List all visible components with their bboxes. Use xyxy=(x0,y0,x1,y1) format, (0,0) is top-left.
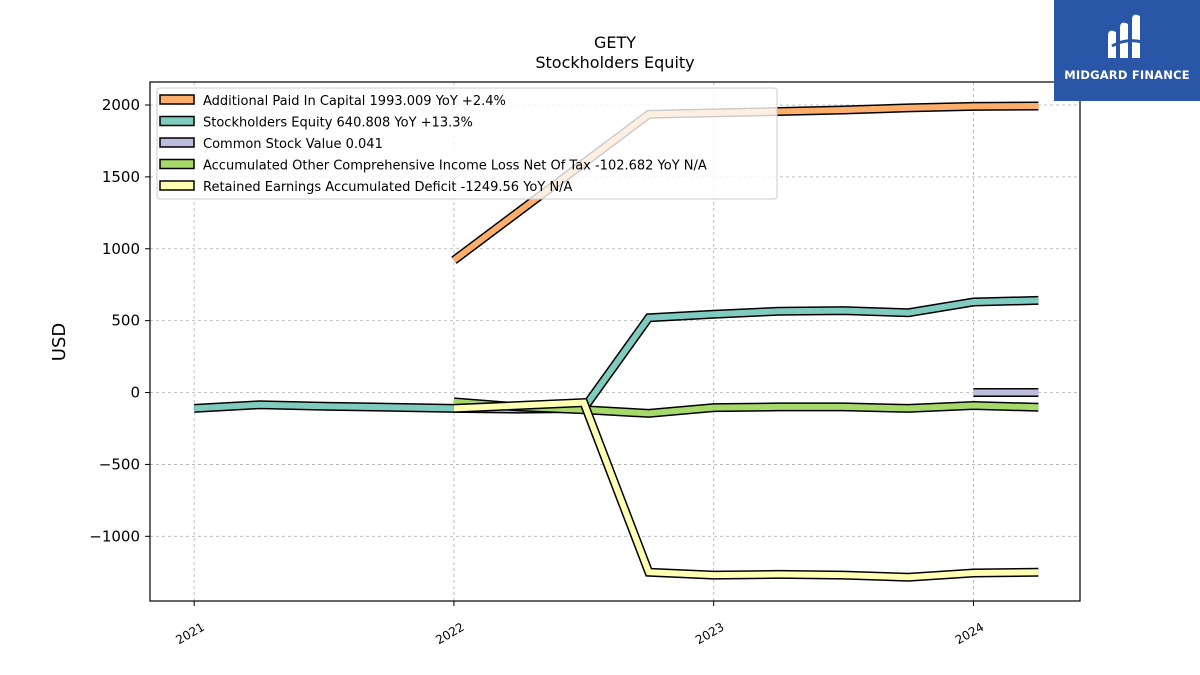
y-axis-ticks: 2000 1500 1000 500 0 −500 −1000 xyxy=(89,96,150,545)
series-line xyxy=(194,297,1039,413)
chart-subtitle: Stockholders Equity xyxy=(535,53,694,72)
legend-entry: Additional Paid In Capital 1993.009 YoY … xyxy=(203,94,506,109)
legend-swatch xyxy=(159,137,195,148)
series-group xyxy=(193,101,1039,582)
y-tick-label: −1000 xyxy=(89,527,140,545)
y-axis-label: USD xyxy=(49,323,70,361)
legend-swatch xyxy=(159,115,195,127)
legend-entry: Accumulated Other Comprehensive Income L… xyxy=(203,159,707,174)
y-tick-label: 0 xyxy=(130,384,140,402)
logo-mark-icon xyxy=(1108,14,1143,59)
x-tick-label: 2021 xyxy=(173,620,206,647)
legend-swatch xyxy=(159,94,195,105)
legend-box xyxy=(156,87,778,200)
x-axis-ticks: 2021 2022 2023 2024 xyxy=(173,601,986,647)
logo-text: MIDGARD FINANCE xyxy=(1064,68,1190,82)
y-tick-label: 500 xyxy=(111,312,140,330)
legend-swatch xyxy=(159,180,195,191)
y-tick-label: 1500 xyxy=(102,168,140,186)
y-tick-label: 1000 xyxy=(102,240,140,258)
x-tick-label: 2022 xyxy=(433,620,466,647)
x-tick-label: 2023 xyxy=(693,620,726,647)
series-outline xyxy=(453,397,1039,582)
legend-entry: Common Stock Value 0.041 xyxy=(203,137,383,152)
legend-swatch xyxy=(159,158,195,170)
y-tick-label: −500 xyxy=(99,455,140,473)
legend-entry: Retained Earnings Accumulated Deficit -1… xyxy=(203,180,573,195)
chart-title: GETY xyxy=(594,33,636,52)
series-line xyxy=(453,399,1039,581)
plot-frame xyxy=(149,81,1081,602)
legend: Additional Paid In Capital 1993.009 YoY … xyxy=(156,87,778,200)
legend-entry: Stockholders Equity 640.808 YoY +13.3% xyxy=(203,116,473,131)
y-tick-label: 2000 xyxy=(102,96,140,114)
brand-logo: MIDGARD FINANCE xyxy=(1054,0,1200,101)
x-tick-label: 2024 xyxy=(953,620,986,647)
